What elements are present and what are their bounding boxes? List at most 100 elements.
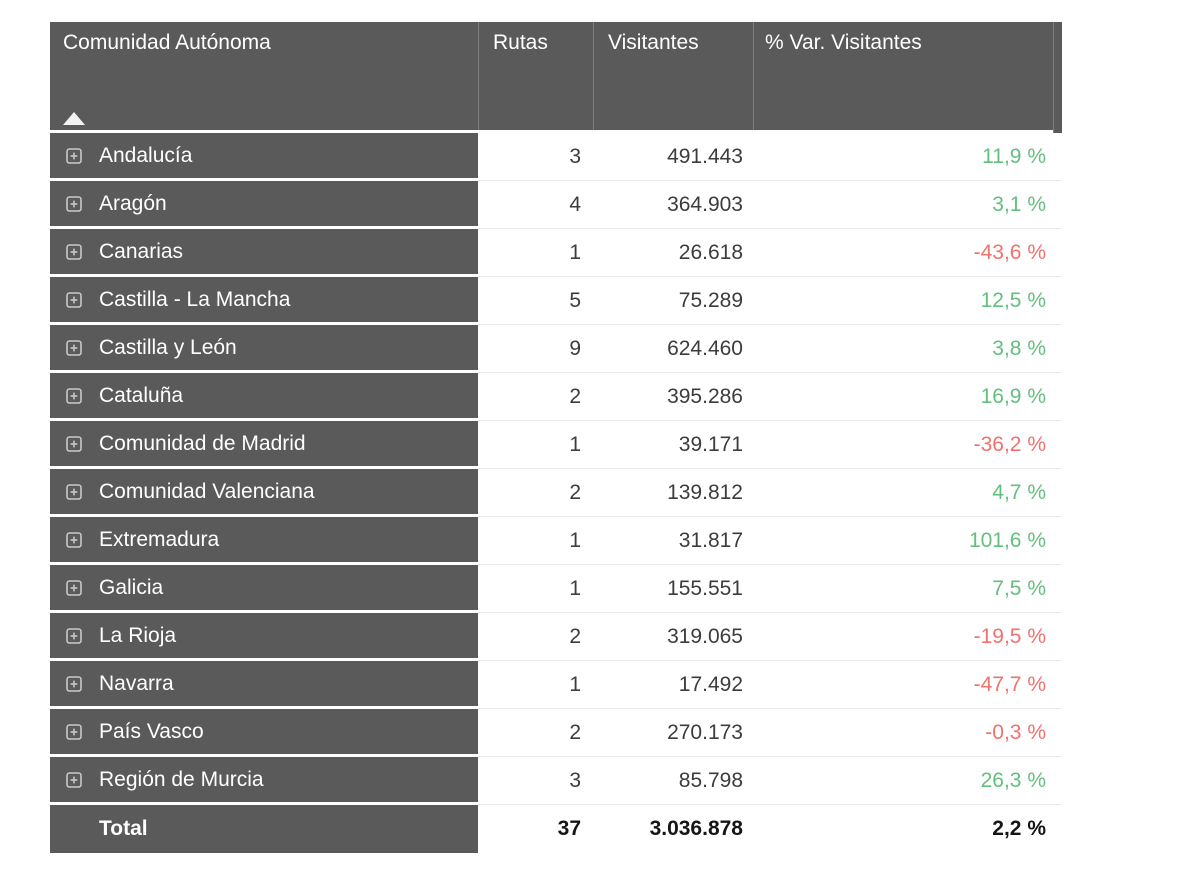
row-header[interactable]: Castilla - La Mancha [50, 277, 478, 322]
visitantes-value: 75.289 [593, 277, 753, 325]
region-label: Castilla y León [99, 335, 237, 359]
table-row: Región de Murcia 3 85.798 26,3 % [50, 757, 1062, 805]
row-header[interactable]: Canarias [50, 229, 478, 274]
row-header[interactable]: Aragón [50, 181, 478, 226]
expand-icon[interactable] [66, 147, 82, 164]
table-row: Comunidad Valenciana 2 139.812 4,7 % [50, 469, 1062, 517]
visitantes-value: 39.171 [593, 421, 753, 469]
row-header[interactable]: Andalucía [50, 133, 478, 178]
row-header[interactable]: País Vasco [50, 709, 478, 754]
rutas-value: 1 [478, 565, 593, 613]
matrix-table: Comunidad Autónoma Rutas Visitantes % Va… [50, 22, 1062, 853]
column-header-comunidad-autonoma[interactable]: Comunidad Autónoma [50, 22, 478, 130]
row-header[interactable]: Región de Murcia [50, 757, 478, 802]
rutas-value: 5 [478, 277, 593, 325]
rutas-value: 4 [478, 181, 593, 229]
rutas-value: 1 [478, 229, 593, 277]
table-row: Cataluña 2 395.286 16,9 % [50, 373, 1062, 421]
region-label: Andalucía [99, 143, 193, 167]
pct-var-value: 16,9 % [753, 373, 1062, 421]
region-label: Comunidad Valenciana [99, 479, 315, 503]
table-row: La Rioja 2 319.065 -19,5 % [50, 613, 1062, 661]
visitantes-value: 139.812 [593, 469, 753, 517]
visitantes-value: 364.903 [593, 181, 753, 229]
visitantes-value: 155.551 [593, 565, 753, 613]
rutas-value: 1 [478, 517, 593, 565]
column-header-pct-var-visitantes[interactable]: % Var. Visitantes [753, 22, 1053, 130]
expand-icon[interactable] [66, 435, 82, 452]
pct-var-value: 12,5 % [753, 277, 1062, 325]
table-row: Comunidad de Madrid 1 39.171 -36,2 % [50, 421, 1062, 469]
column-header-rutas[interactable]: Rutas [478, 22, 593, 130]
rutas-value: 2 [478, 373, 593, 421]
pct-var-value: -36,2 % [753, 421, 1062, 469]
expand-icon[interactable] [66, 195, 82, 212]
row-header[interactable]: Galicia [50, 565, 478, 610]
column-header-visitantes[interactable]: Visitantes [593, 22, 753, 130]
expand-icon[interactable] [66, 627, 82, 644]
pct-var-value: 101,6 % [753, 517, 1062, 565]
region-label: Castilla - La Mancha [99, 287, 291, 311]
region-label: Comunidad de Madrid [99, 431, 306, 455]
table-row: Castilla y León 9 624.460 3,8 % [50, 325, 1062, 373]
expand-icon[interactable] [66, 291, 82, 308]
table-row: Extremadura 1 31.817 101,6 % [50, 517, 1062, 565]
pct-var-value: 11,9 % [753, 133, 1062, 181]
pct-var-value: -19,5 % [753, 613, 1062, 661]
pct-var-value: 7,5 % [753, 565, 1062, 613]
pct-var-value: 3,1 % [753, 181, 1062, 229]
region-label: Extremadura [99, 527, 220, 551]
rutas-value: 2 [478, 613, 593, 661]
table-row: Galicia 1 155.551 7,5 % [50, 565, 1062, 613]
pct-var-value: 26,3 % [753, 757, 1062, 805]
visitantes-value: 491.443 [593, 133, 753, 181]
table-row: Aragón 4 364.903 3,1 % [50, 181, 1062, 229]
table-row: Navarra 1 17.492 -47,7 % [50, 661, 1062, 709]
expand-icon[interactable] [66, 675, 82, 692]
region-label: Galicia [99, 575, 164, 599]
rutas-value: 1 [478, 661, 593, 709]
expand-icon[interactable] [66, 771, 82, 788]
visitantes-value: 270.173 [593, 709, 753, 757]
row-header[interactable]: Extremadura [50, 517, 478, 562]
expand-icon[interactable] [66, 483, 82, 500]
region-label: Región de Murcia [99, 767, 264, 791]
expand-icon[interactable] [66, 243, 82, 260]
rutas-value: 3 [478, 133, 593, 181]
expand-icon[interactable] [66, 723, 82, 740]
visitantes-value: 31.817 [593, 517, 753, 565]
row-header[interactable]: Navarra [50, 661, 478, 706]
visitantes-value: 319.065 [593, 613, 753, 661]
expand-icon[interactable] [66, 531, 82, 548]
expand-icon[interactable] [66, 579, 82, 596]
sort-ascending-icon [63, 112, 85, 125]
region-label: Aragón [99, 191, 167, 215]
row-header[interactable]: Cataluña [50, 373, 478, 418]
visitantes-value: 624.460 [593, 325, 753, 373]
row-header[interactable]: Comunidad Valenciana [50, 469, 478, 514]
expand-icon[interactable] [66, 339, 82, 356]
table-row: Castilla - La Mancha 5 75.289 12,5 % [50, 277, 1062, 325]
pct-var-value: -0,3 % [753, 709, 1062, 757]
row-header[interactable]: La Rioja [50, 613, 478, 658]
pct-var-value: -43,6 % [753, 229, 1062, 277]
rutas-value: 1 [478, 421, 593, 469]
table-row: País Vasco 2 270.173 -0,3 % [50, 709, 1062, 757]
visitantes-value: 85.798 [593, 757, 753, 805]
row-header[interactable]: Castilla y León [50, 325, 478, 370]
rutas-value: 2 [478, 709, 593, 757]
rutas-value: 3 [478, 757, 593, 805]
total-row: Total 37 3.036.878 2,2 % [50, 805, 1062, 853]
region-label: La Rioja [99, 623, 177, 647]
table-row: Andalucía 3 491.443 11,9 % [50, 133, 1062, 181]
row-header[interactable]: Comunidad de Madrid [50, 421, 478, 466]
column-header-label: Comunidad Autónoma [63, 31, 271, 54]
expand-icon[interactable] [66, 387, 82, 404]
region-label: País Vasco [99, 719, 204, 743]
total-pct-var-value: 2,2 % [753, 805, 1062, 853]
total-visitantes-value: 3.036.878 [593, 805, 753, 853]
total-row-header: Total [50, 805, 478, 853]
region-label: Cataluña [99, 383, 184, 407]
total-rutas-value: 37 [478, 805, 593, 853]
visitantes-value: 26.618 [593, 229, 753, 277]
